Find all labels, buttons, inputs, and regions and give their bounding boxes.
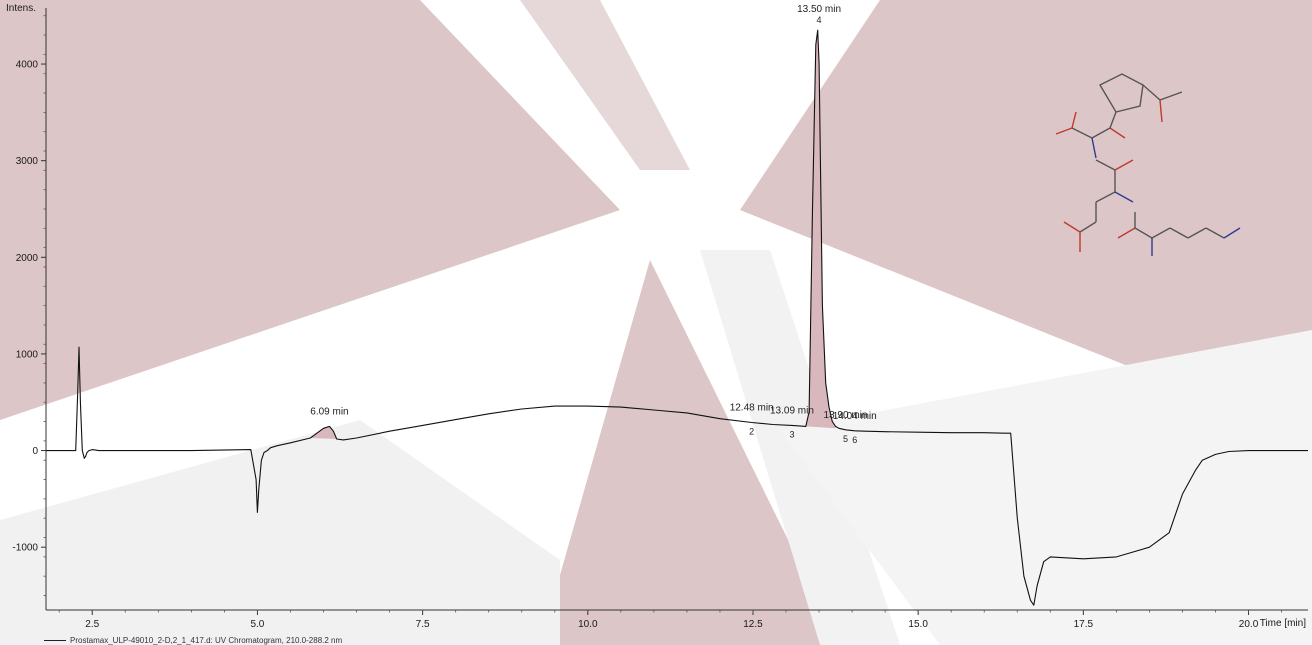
x-tick-label: 5.0 [250, 619, 264, 630]
x-tick-label: 15.0 [908, 619, 928, 630]
chromatogram-legend: Prostamax_ULP-49010_2-D,2_1_417.d: UV Ch… [44, 636, 342, 645]
bond [1095, 159, 1116, 171]
bond [1117, 227, 1136, 239]
tick-labels: -1000 0 1000 2000 3000 4000 2.5 5.0 7.5 10.0 12.5 1… [12, 60, 1258, 630]
bond [1109, 111, 1117, 129]
bond [1134, 227, 1153, 239]
x-tick-label: 17.5 [1074, 619, 1094, 630]
bond [1091, 127, 1111, 139]
bond [1159, 99, 1163, 123]
bond [1071, 111, 1077, 129]
molecule-structure-image [1055, 73, 1241, 256]
y-tick-label: 2000 [16, 253, 39, 264]
x-tick-label: 2.5 [85, 619, 99, 630]
x-axis-label: Time [min] [1260, 618, 1307, 629]
peak-number: 2 [749, 427, 754, 437]
watermark-shape [540, 260, 840, 645]
watermark-shape [0, 0, 620, 420]
proline-ring [1099, 73, 1144, 113]
axes [41, 8, 1308, 615]
y-tick-label: -1000 [12, 543, 38, 554]
bond [1114, 191, 1134, 203]
y-tick-label: 4000 [16, 60, 39, 71]
main-peak-area [805, 30, 836, 429]
peak-name-label: Prostamax [795, 0, 843, 3]
watermark-shape [0, 420, 560, 645]
watermark-shape [740, 0, 1312, 440]
bond [1114, 159, 1134, 171]
bond [1151, 227, 1171, 239]
y-tick-label: 0 [32, 446, 38, 457]
bond [1109, 127, 1126, 139]
peak-time-label: 6.09 min [310, 406, 348, 417]
peak-time-label: 14.04 min [833, 411, 877, 422]
bond [1223, 227, 1241, 239]
peak-number: 3 [789, 429, 794, 439]
x-tick-label: 20.0 [1239, 619, 1259, 630]
peak-time-label: 12.48 min [730, 403, 774, 414]
chromatogram-trace [46, 29, 1308, 606]
peak-number: 4 [817, 15, 822, 25]
x-tick-label: 12.5 [743, 619, 763, 630]
y-axis-label: Intens. [6, 3, 36, 14]
peak-time-label: 13.50 min [797, 4, 841, 15]
bond [1071, 127, 1093, 139]
y-tick-label: 1000 [16, 349, 39, 360]
bond [1169, 227, 1189, 239]
legend-swatch [44, 640, 66, 641]
x-tick-label: 10.0 [578, 619, 598, 630]
y-tick-label: 3000 [16, 156, 39, 167]
bond [1055, 127, 1073, 135]
peak-area-6-09 [310, 426, 337, 439]
watermark-shape [0, 250, 620, 520]
bond [1079, 221, 1097, 233]
peak-time-label: 13.90 min [824, 410, 868, 421]
peak-time-label: 13.09 min [770, 405, 814, 416]
watermark-shape [520, 0, 690, 170]
peak-number: 5 [843, 434, 848, 444]
watermark-shape [780, 330, 1312, 645]
bond [1063, 221, 1081, 233]
bond [1159, 91, 1183, 101]
bond [1205, 227, 1225, 239]
legend-text: Prostamax_ULP-49010_2-D,2_1_417.d: UV Ch… [70, 636, 343, 645]
peak-area [310, 30, 836, 439]
bond [1095, 191, 1116, 203]
x-tick-label: 7.5 [416, 619, 430, 630]
peak-number: 6 [852, 435, 857, 445]
bond [1187, 227, 1207, 239]
bond [1142, 84, 1161, 101]
bond [1091, 137, 1097, 159]
